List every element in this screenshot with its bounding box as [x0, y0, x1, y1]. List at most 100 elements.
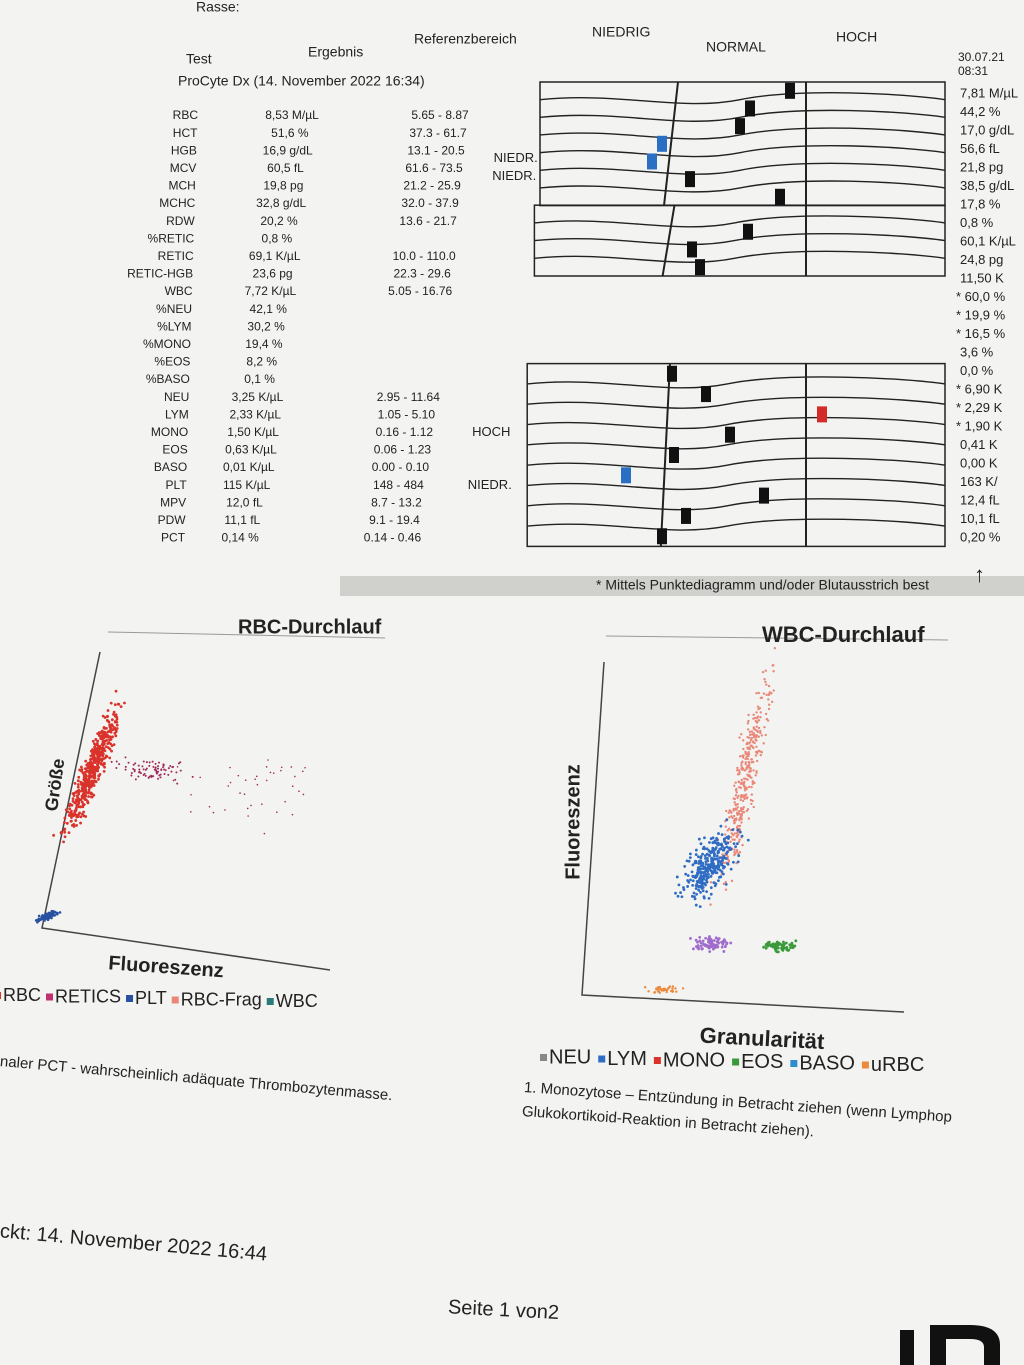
scatter-dot: [41, 916, 45, 920]
scatter-dot: [695, 882, 699, 886]
scatter-dot: [734, 852, 737, 855]
scatter-dot: [705, 847, 709, 851]
scatter-dot: [298, 790, 300, 792]
scatter-dot: [790, 941, 794, 945]
scatter-dot: [735, 835, 739, 839]
previous: 11,50 K: [960, 270, 1004, 285]
footnote-band: [340, 576, 1024, 596]
scatter-dot: [759, 729, 762, 733]
scatter-dot: [717, 879, 720, 882]
range: 2.95 - 11.64: [377, 390, 440, 404]
scatter-dot: [724, 880, 727, 884]
scatter-dot: [708, 950, 712, 954]
scatter-dot: [726, 829, 729, 832]
scatter-dot: [66, 810, 70, 814]
scatter-dot: [101, 752, 105, 756]
scatter-dot: [701, 939, 705, 943]
scatter-dot: [94, 738, 98, 741]
scatter-dot: [102, 726, 106, 730]
scatter-dot: [733, 821, 736, 824]
scatter-dot: [697, 837, 701, 841]
scatter-dot: [84, 759, 88, 763]
scatter-dot: [97, 777, 100, 781]
range-marker: [725, 426, 735, 443]
scatter-dot: [82, 776, 86, 779]
scatter-dot: [692, 947, 695, 951]
scatter-dot: [763, 725, 766, 729]
scatter-dot: [159, 773, 162, 776]
scatter-dot: [671, 985, 675, 988]
scatter-dot: [703, 836, 706, 840]
range-line: [539, 92, 946, 105]
scatter-dot: [736, 802, 739, 806]
scatter-dot: [73, 781, 77, 785]
legend-swatch: [790, 1060, 798, 1067]
scatter-dot: [735, 850, 739, 854]
scatter-dot: [750, 730, 754, 733]
scatter-dot: [766, 719, 770, 722]
scatter-dot: [84, 815, 88, 818]
result: 16,9 g/dL: [263, 143, 313, 157]
test-name: MONO: [151, 425, 188, 439]
result: 30,2 %: [247, 319, 285, 333]
scatter-dot: [92, 750, 96, 754]
scatter-dot: [41, 914, 44, 917]
result: 20,2 %: [260, 214, 298, 228]
scatter-dot: [256, 783, 259, 786]
scatter-dot: [674, 891, 677, 895]
scatter-dot: [710, 941, 714, 945]
scatter-dot: [737, 840, 741, 844]
scatter-dot: [93, 765, 97, 769]
scatter-dot: [752, 717, 755, 720]
wbc-y-label: Fluoreszenz: [562, 764, 584, 880]
range: 0.14 - 0.46: [364, 531, 422, 545]
scatter-dot: [707, 945, 711, 948]
legend-swatch: [861, 1061, 869, 1069]
scatter-dot: [79, 821, 82, 825]
test-name: HCT: [173, 126, 198, 140]
scatter-dot: [760, 696, 764, 699]
previous: 24,8 pg: [960, 252, 1003, 267]
scatter-dot: [706, 859, 710, 863]
note: naler PCT - wahrscheinlich adäquate Thro…: [0, 1053, 393, 1104]
scatter-dot: [701, 867, 705, 871]
scatter-dot: [726, 862, 730, 866]
scatter-dot: [179, 769, 182, 772]
scatter-dot: [738, 817, 742, 820]
scatter-dot: [725, 941, 729, 945]
scatter-dot: [79, 769, 83, 773]
rbc-axes: [41, 651, 331, 971]
range: 5.05 - 16.76: [388, 284, 452, 298]
scatter-dot: [705, 890, 709, 894]
scatter-dot: [740, 764, 743, 767]
scatter-dot: [726, 855, 729, 858]
rbc-x-label: Fluoreszenz: [108, 952, 225, 982]
scatter-dot: [644, 986, 647, 989]
scatter-dot: [76, 785, 80, 789]
scatter-dot: [688, 856, 692, 860]
scatter-dot: [722, 837, 726, 841]
test-name: PLT: [166, 478, 188, 492]
scatter-dot: [254, 778, 256, 780]
result: 0,63 K/µL: [225, 443, 277, 457]
range: 61.6 - 73.5: [405, 161, 463, 175]
previous: 163 K/: [960, 474, 998, 489]
range-line: [527, 376, 946, 389]
scatter-dot: [302, 793, 305, 796]
scatter-dot: [719, 860, 723, 864]
range: 13.6 - 21.7: [399, 214, 457, 228]
scatter-dot: [79, 765, 83, 769]
range-marker: [647, 153, 657, 170]
scatter-dot: [267, 759, 269, 761]
scatter-dot: [711, 870, 715, 874]
scatter-dot: [700, 947, 704, 951]
scatter-dot: [787, 948, 791, 952]
scatter-dot: [718, 847, 722, 851]
scatter-dot: [707, 867, 711, 871]
previous: 17,0 g/dL: [960, 122, 1014, 137]
scatter-dot: [762, 945, 766, 949]
scatter-dot: [737, 854, 741, 858]
scatter-dot: [739, 814, 743, 817]
scatter-dot: [712, 939, 716, 942]
scatter-dot: [92, 784, 96, 787]
